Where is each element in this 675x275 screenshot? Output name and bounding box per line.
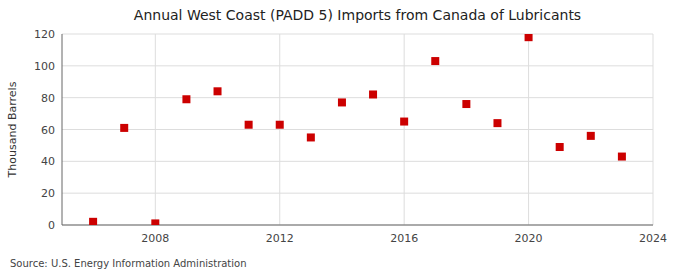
y-tick-label: 20 bbox=[41, 187, 55, 200]
x-grid-line bbox=[155, 34, 156, 225]
point bbox=[245, 121, 253, 129]
point bbox=[556, 143, 564, 151]
point bbox=[151, 219, 159, 225]
y-tick-label: 0 bbox=[48, 219, 55, 232]
y-tick-label: 100 bbox=[34, 60, 55, 73]
y-grid-line bbox=[62, 193, 653, 194]
point bbox=[276, 121, 284, 129]
x-grid-line bbox=[653, 34, 654, 225]
x-tick-label: 2024 bbox=[639, 232, 667, 245]
x-tick-label: 2020 bbox=[515, 232, 543, 245]
point bbox=[493, 119, 501, 127]
x-tick-label: 2012 bbox=[266, 232, 294, 245]
chart: Annual West Coast (PADD 5) Imports from … bbox=[0, 0, 675, 275]
point bbox=[400, 118, 408, 126]
point bbox=[89, 218, 97, 225]
title: Annual West Coast (PADD 5) Imports from … bbox=[134, 7, 581, 23]
x-grid-line bbox=[404, 34, 405, 225]
y-grid-line bbox=[62, 34, 653, 35]
y-grid-line bbox=[62, 97, 653, 98]
point bbox=[525, 34, 533, 41]
point bbox=[214, 87, 222, 95]
y-axis-line bbox=[62, 34, 63, 225]
x-grid-line bbox=[528, 34, 529, 225]
y-grid-line bbox=[62, 65, 653, 66]
x-tick-label: 2016 bbox=[390, 232, 418, 245]
y-tick-label: 40 bbox=[41, 155, 55, 168]
point bbox=[182, 95, 190, 103]
point bbox=[307, 133, 315, 141]
y-grid-line bbox=[62, 225, 653, 226]
y-grid-line bbox=[62, 161, 653, 162]
y-tick-label: 120 bbox=[34, 28, 55, 41]
point bbox=[120, 124, 128, 132]
y-grid-line bbox=[62, 129, 653, 130]
annotation: Source: U.S. Energy Information Administ… bbox=[10, 258, 247, 269]
point bbox=[618, 153, 626, 161]
y-axis-label: Thousand Barrels bbox=[6, 81, 19, 178]
grid bbox=[62, 34, 653, 225]
y-tick-label: 80 bbox=[41, 92, 55, 105]
x-tick-label: 2008 bbox=[141, 232, 169, 245]
point bbox=[338, 98, 346, 106]
points bbox=[89, 34, 626, 225]
y-tick-label: 60 bbox=[41, 124, 55, 137]
point bbox=[369, 90, 377, 98]
x-axis-line bbox=[62, 225, 653, 226]
x-grid-line bbox=[279, 34, 280, 225]
point bbox=[462, 100, 470, 108]
point bbox=[587, 132, 595, 140]
point bbox=[431, 57, 439, 65]
